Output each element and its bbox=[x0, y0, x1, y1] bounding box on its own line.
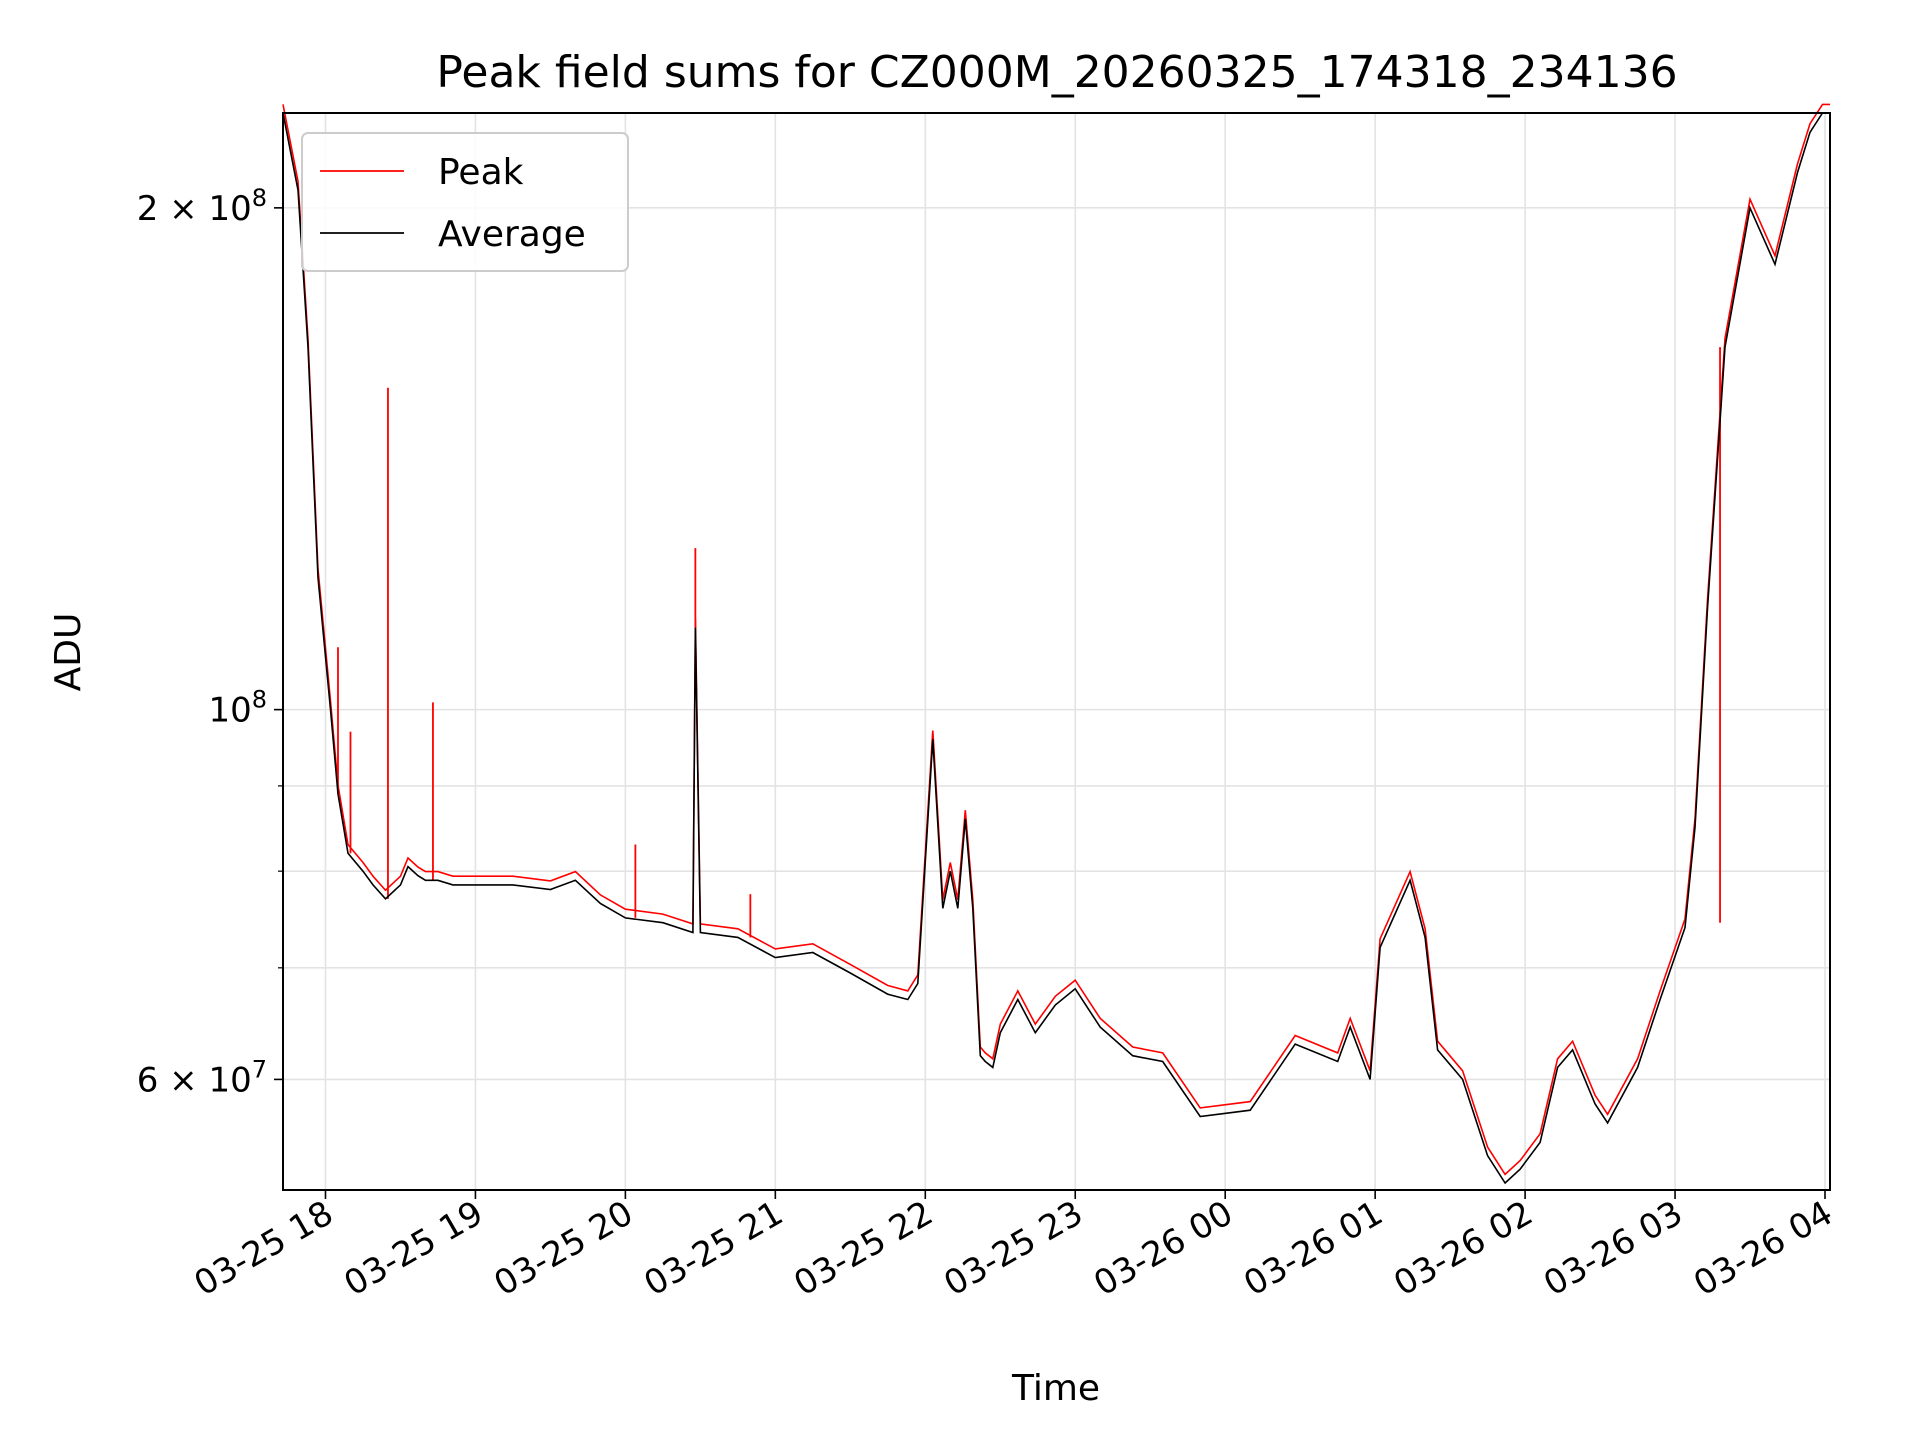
chart-title: Peak field sums for CZ000M_20260325_1743… bbox=[436, 47, 1677, 98]
plot-frame bbox=[282, 112, 1831, 1191]
y-tick-label: 6 × 107 bbox=[137, 1055, 267, 1100]
legend-box bbox=[301, 132, 629, 272]
legend: Peak Average bbox=[301, 132, 629, 272]
grid-lines bbox=[283, 113, 1830, 1190]
y-tick-label: 2 × 108 bbox=[137, 184, 267, 229]
x-axis-title: Time bbox=[1011, 1368, 1100, 1409]
peak-series-line bbox=[282, 103, 1830, 1176]
average-series-line bbox=[282, 112, 1830, 1185]
plot-series bbox=[282, 103, 1830, 1185]
y-tick-label: 108 bbox=[208, 686, 267, 731]
legend-label-peak: Peak bbox=[438, 152, 524, 193]
legend-label-average: Average bbox=[438, 214, 586, 255]
y-axis-title: ADU bbox=[48, 613, 89, 692]
